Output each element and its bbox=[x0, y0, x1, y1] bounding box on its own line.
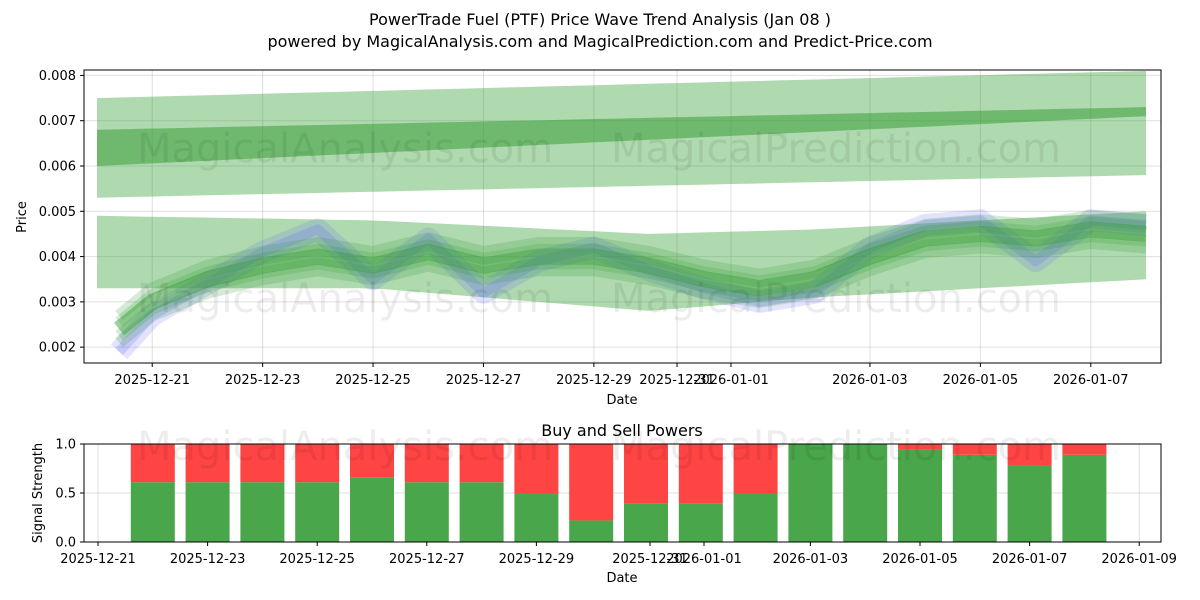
x-tick-label: 2025-12-21 bbox=[60, 552, 136, 567]
buy-bar bbox=[843, 444, 888, 542]
x-tick-label: 2026-01-03 bbox=[773, 552, 849, 567]
y-tick-label: 0.0 bbox=[55, 536, 76, 551]
buy-bar bbox=[240, 482, 285, 542]
watermark: MagicalAnalysis.com bbox=[137, 126, 553, 172]
buy-bar bbox=[459, 482, 504, 542]
buy-bar bbox=[130, 482, 175, 542]
sell-bar bbox=[624, 444, 668, 504]
trend-band bbox=[97, 211, 1146, 311]
signal-bars bbox=[130, 444, 1107, 542]
price-lines bbox=[110, 209, 1147, 360]
bar-chart-title: Buy and Sell Powers bbox=[541, 421, 703, 440]
sell-bar bbox=[898, 444, 942, 450]
trend-band bbox=[97, 107, 1146, 166]
x-tick-label: 2025-12-23 bbox=[170, 552, 246, 567]
watermark: MagicalAnalysis.com bbox=[137, 424, 553, 470]
x-tick-label: 2026-01-03 bbox=[832, 373, 908, 388]
sell-bar bbox=[459, 444, 504, 483]
buy-bar bbox=[404, 482, 449, 542]
x-tick-label: 2026-01-05 bbox=[943, 373, 1019, 388]
x-tick-label: 2025-12-27 bbox=[389, 552, 465, 567]
watermark: MagicalPrediction.com bbox=[611, 126, 1061, 172]
price-x-axis-label: Date bbox=[606, 393, 637, 408]
buy-bar bbox=[1062, 454, 1107, 542]
price-y-axis: 0.002 0.003 0.004 0.005 0.006 0.007 0.008 bbox=[39, 69, 84, 356]
signal-y-axis-label: Signal Strength bbox=[31, 443, 46, 543]
wave-trend-line bbox=[115, 230, 1147, 341]
buy-bar bbox=[678, 503, 723, 542]
x-tick-label: 2025-12-29 bbox=[499, 552, 575, 567]
x-tick-label: 2025-12-31 bbox=[612, 552, 688, 567]
sell-bar bbox=[1062, 444, 1107, 455]
x-tick-label: 2025-12-27 bbox=[446, 373, 522, 388]
sell-bar bbox=[350, 444, 394, 478]
price-x-axis: 2025-12-21 2025-12-23 2025-12-25 2025-12-27… bbox=[114, 363, 1129, 388]
buy-bar bbox=[898, 449, 942, 542]
x-tick-label: 2025-12-23 bbox=[225, 373, 301, 388]
buy-bar bbox=[952, 454, 997, 542]
y-tick-label: 0.005 bbox=[39, 205, 76, 220]
signal-x-axis: 2025-12-21 2025-12-23 2025-12-25 2025-12-27… bbox=[60, 542, 1177, 567]
chart-subtitle: powered by MagicalAnalysis.com and Magic… bbox=[267, 32, 933, 51]
buy-bar bbox=[569, 520, 614, 542]
x-tick-label: 2025-12-25 bbox=[279, 552, 355, 567]
buy-bar bbox=[185, 482, 230, 542]
chart-title: PowerTrade Fuel (PTF) Price Wave Trend A… bbox=[369, 10, 831, 29]
sell-bar bbox=[678, 444, 723, 504]
buy-bar bbox=[1007, 465, 1052, 542]
y-tick-label: 0.006 bbox=[39, 160, 76, 175]
y-tick-label: 1.0 bbox=[55, 438, 76, 453]
sell-bar bbox=[733, 444, 778, 493]
y-tick-label: 0.5 bbox=[55, 487, 76, 502]
x-tick-label: 2026-01-07 bbox=[1053, 373, 1129, 388]
sell-bar bbox=[1007, 444, 1052, 466]
signal-y-axis: 0.0 0.5 1.0 bbox=[55, 438, 84, 551]
watermark: MagicalAnalysis.com bbox=[137, 276, 553, 322]
x-tick-label: 2026-01-01 bbox=[666, 552, 742, 567]
x-tick-label: 2025-12-31 bbox=[639, 373, 715, 388]
x-tick-label: 2026-01-07 bbox=[992, 552, 1068, 567]
x-tick-label: 2025-12-29 bbox=[556, 373, 632, 388]
buy-bar bbox=[733, 493, 778, 542]
sell-bar bbox=[185, 444, 230, 483]
sell-bar bbox=[404, 444, 449, 483]
price-line bbox=[115, 215, 1147, 356]
sell-bar bbox=[569, 444, 614, 521]
sell-bar bbox=[240, 444, 285, 483]
sell-bar bbox=[952, 444, 997, 455]
wave-trend-line bbox=[115, 216, 1147, 327]
x-tick-label: 2026-01-01 bbox=[693, 373, 769, 388]
sell-bar bbox=[130, 444, 175, 483]
buy-bar bbox=[788, 444, 833, 542]
wave-trend-line bbox=[115, 209, 1147, 321]
y-tick-label: 0.002 bbox=[39, 341, 76, 356]
price-y-axis-label: Price bbox=[15, 201, 30, 233]
wave-trend-line bbox=[115, 237, 1147, 348]
x-tick-label: 2025-12-25 bbox=[335, 373, 411, 388]
price-plot-frame bbox=[83, 69, 1162, 364]
watermark: MagicalPrediction.com bbox=[611, 276, 1061, 322]
buy-bar bbox=[624, 503, 668, 542]
x-tick-label: 2026-01-09 bbox=[1101, 552, 1177, 567]
watermark: MagicalPrediction.com bbox=[611, 424, 1061, 470]
price-band bbox=[110, 209, 1147, 360]
y-tick-label: 0.004 bbox=[39, 250, 76, 265]
x-tick-label: 2025-12-21 bbox=[114, 373, 190, 388]
signal-x-axis-label: Date bbox=[606, 571, 637, 586]
wave-trend-line bbox=[114, 221, 1147, 336]
buy-bar bbox=[295, 482, 340, 542]
y-tick-label: 0.003 bbox=[39, 295, 76, 310]
sell-bar bbox=[514, 444, 559, 493]
buy-bar bbox=[514, 493, 559, 542]
sell-bar bbox=[295, 444, 340, 483]
price-bands bbox=[97, 70, 1146, 311]
x-tick-label: 2026-01-05 bbox=[882, 552, 958, 567]
y-tick-label: 0.008 bbox=[39, 69, 76, 84]
y-tick-label: 0.007 bbox=[39, 114, 76, 129]
buy-bar bbox=[350, 477, 394, 542]
